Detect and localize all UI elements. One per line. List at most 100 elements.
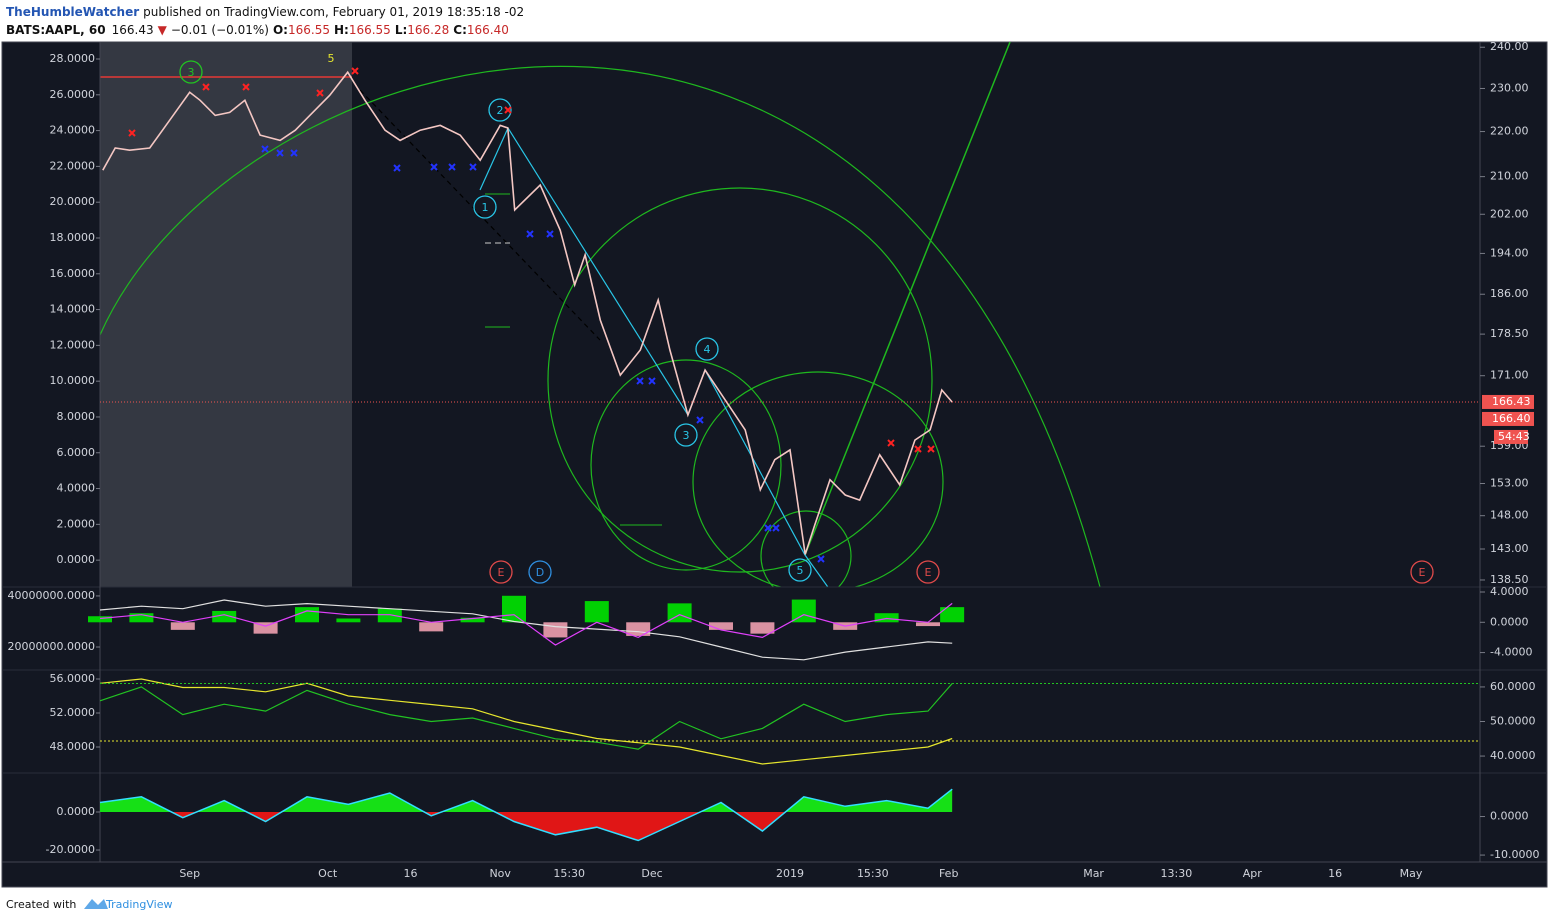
x-tick-label: 13:30: [1161, 867, 1193, 880]
histogram-bar: [543, 622, 568, 638]
fib-circle: [692, 371, 944, 587]
y-tick-label: 8.0000: [57, 410, 96, 423]
published: published on TradingView.com, February 0…: [143, 5, 524, 19]
histogram-bar: [336, 618, 361, 623]
y-tick-label: 18.0000: [50, 231, 96, 244]
y-tick-label: 24.0000: [50, 124, 96, 137]
y2-tick-label: 210.00: [1490, 170, 1529, 183]
y-tick-label: 12.0000: [50, 338, 96, 351]
y-tick-label: -20.0000: [46, 843, 95, 856]
y-tick-label: 0.0000: [57, 553, 96, 566]
brand-logo: [84, 899, 108, 909]
y-tick-label: 22.0000: [50, 159, 96, 172]
x-tick-label: 16: [404, 867, 418, 880]
x-tick-label: Oct: [318, 867, 338, 880]
wave-label: 2: [497, 104, 504, 117]
histogram-bar: [750, 622, 775, 634]
y2-tick-label: 138.50: [1490, 573, 1529, 586]
area-negative: [171, 812, 786, 841]
x-tick-label: 15:30: [857, 867, 889, 880]
author[interactable]: TheHumbleWatcher: [6, 5, 139, 19]
wave-label: D: [536, 566, 544, 579]
signal-marker: [817, 555, 825, 563]
l-label: L:: [395, 23, 407, 37]
series-line: [99, 599, 953, 661]
o-label: O:: [273, 23, 288, 37]
header-line: TheHumbleWatcher published on TradingView…: [6, 5, 524, 19]
signal-marker: [696, 416, 704, 424]
open: 166.55: [288, 23, 330, 37]
histogram-bar: [709, 622, 733, 630]
x-tick-label: Sep: [179, 867, 200, 880]
signal-marker: [526, 230, 534, 238]
signal-marker: [351, 67, 359, 75]
histogram-bar: [874, 613, 899, 623]
footer-brand[interactable]: TradingView: [105, 898, 172, 911]
y2-tick-label: 230.00: [1490, 81, 1529, 94]
trend-line: [804, 42, 1011, 556]
series-line: [102, 70, 953, 555]
y2-tick-label: -10.0000: [1490, 848, 1539, 861]
series-line: [99, 678, 953, 765]
x-tick-label: Apr: [1243, 867, 1263, 880]
histogram-bar: [377, 608, 402, 623]
wave-circle: [489, 560, 513, 584]
close-tag-label: 166.40: [1492, 412, 1531, 425]
histogram-bar: [460, 617, 485, 623]
fib-circle: [760, 510, 852, 587]
dashed-line: [359, 89, 601, 341]
y2-tick-label: 220.00: [1490, 125, 1529, 138]
price-tag-label: 166.43: [1492, 395, 1531, 408]
wave-label: 5: [328, 52, 335, 65]
y2-tick-label: 186.00: [1490, 287, 1529, 300]
wave-label: E: [1419, 566, 1426, 579]
wave-circle: [788, 558, 812, 582]
y2-tick-label: 4.0000: [1490, 585, 1529, 598]
histogram-bar: [940, 607, 965, 623]
signal-marker: [469, 163, 477, 171]
y-tick-label: 4.0000: [57, 482, 96, 495]
change: −0.01 (−0.01%): [171, 23, 269, 37]
wave-label: E: [925, 566, 932, 579]
wave-circle: [488, 98, 512, 122]
y2-tick-label: 240.00: [1490, 40, 1529, 53]
histogram-bar: [502, 595, 526, 623]
y-tick-label: 56.0000: [50, 672, 96, 685]
wave-circle: [916, 560, 940, 584]
signal-marker: [636, 377, 644, 385]
signal-marker: [914, 445, 922, 453]
y-tick-label: 20000000.0000: [8, 640, 95, 653]
x-tick-label: May: [1400, 867, 1423, 880]
histogram-bar: [253, 622, 278, 634]
wave-circle: [674, 423, 698, 447]
drawings: [100, 42, 1101, 587]
y-tick-label: 14.0000: [50, 303, 96, 316]
x-tick-label: Dec: [641, 867, 662, 880]
h-label: H:: [334, 23, 349, 37]
countdown-tag: [1494, 429, 1528, 444]
signal-marker: [242, 83, 250, 91]
y-tick-label: 26.0000: [50, 88, 96, 101]
signal-marker: [648, 377, 656, 385]
last: 166.43: [112, 23, 154, 37]
x-tick-label: 2019: [776, 867, 804, 880]
y2-tick-label: 171.00: [1490, 369, 1529, 382]
histogram-bar: [129, 613, 154, 623]
wave-label: E: [498, 566, 505, 579]
y2-tick-label: 178.50: [1490, 327, 1529, 340]
x-tick-label: 16: [1328, 867, 1342, 880]
signal-marker: [448, 163, 456, 171]
panel-separators: [2, 42, 1547, 863]
signal-marker: [764, 524, 772, 532]
y-tick-label: 52.0000: [50, 706, 96, 719]
y-tick-label: 2.0000: [57, 517, 96, 530]
x-tick-label: Mar: [1083, 867, 1104, 880]
signal-marker: [202, 83, 210, 91]
y2-tick-label: 0.0000: [1490, 615, 1529, 628]
signal-marker: [546, 230, 554, 238]
series-layer: [88, 70, 965, 842]
close: 166.40: [467, 23, 509, 37]
histogram-bar: [916, 622, 940, 627]
